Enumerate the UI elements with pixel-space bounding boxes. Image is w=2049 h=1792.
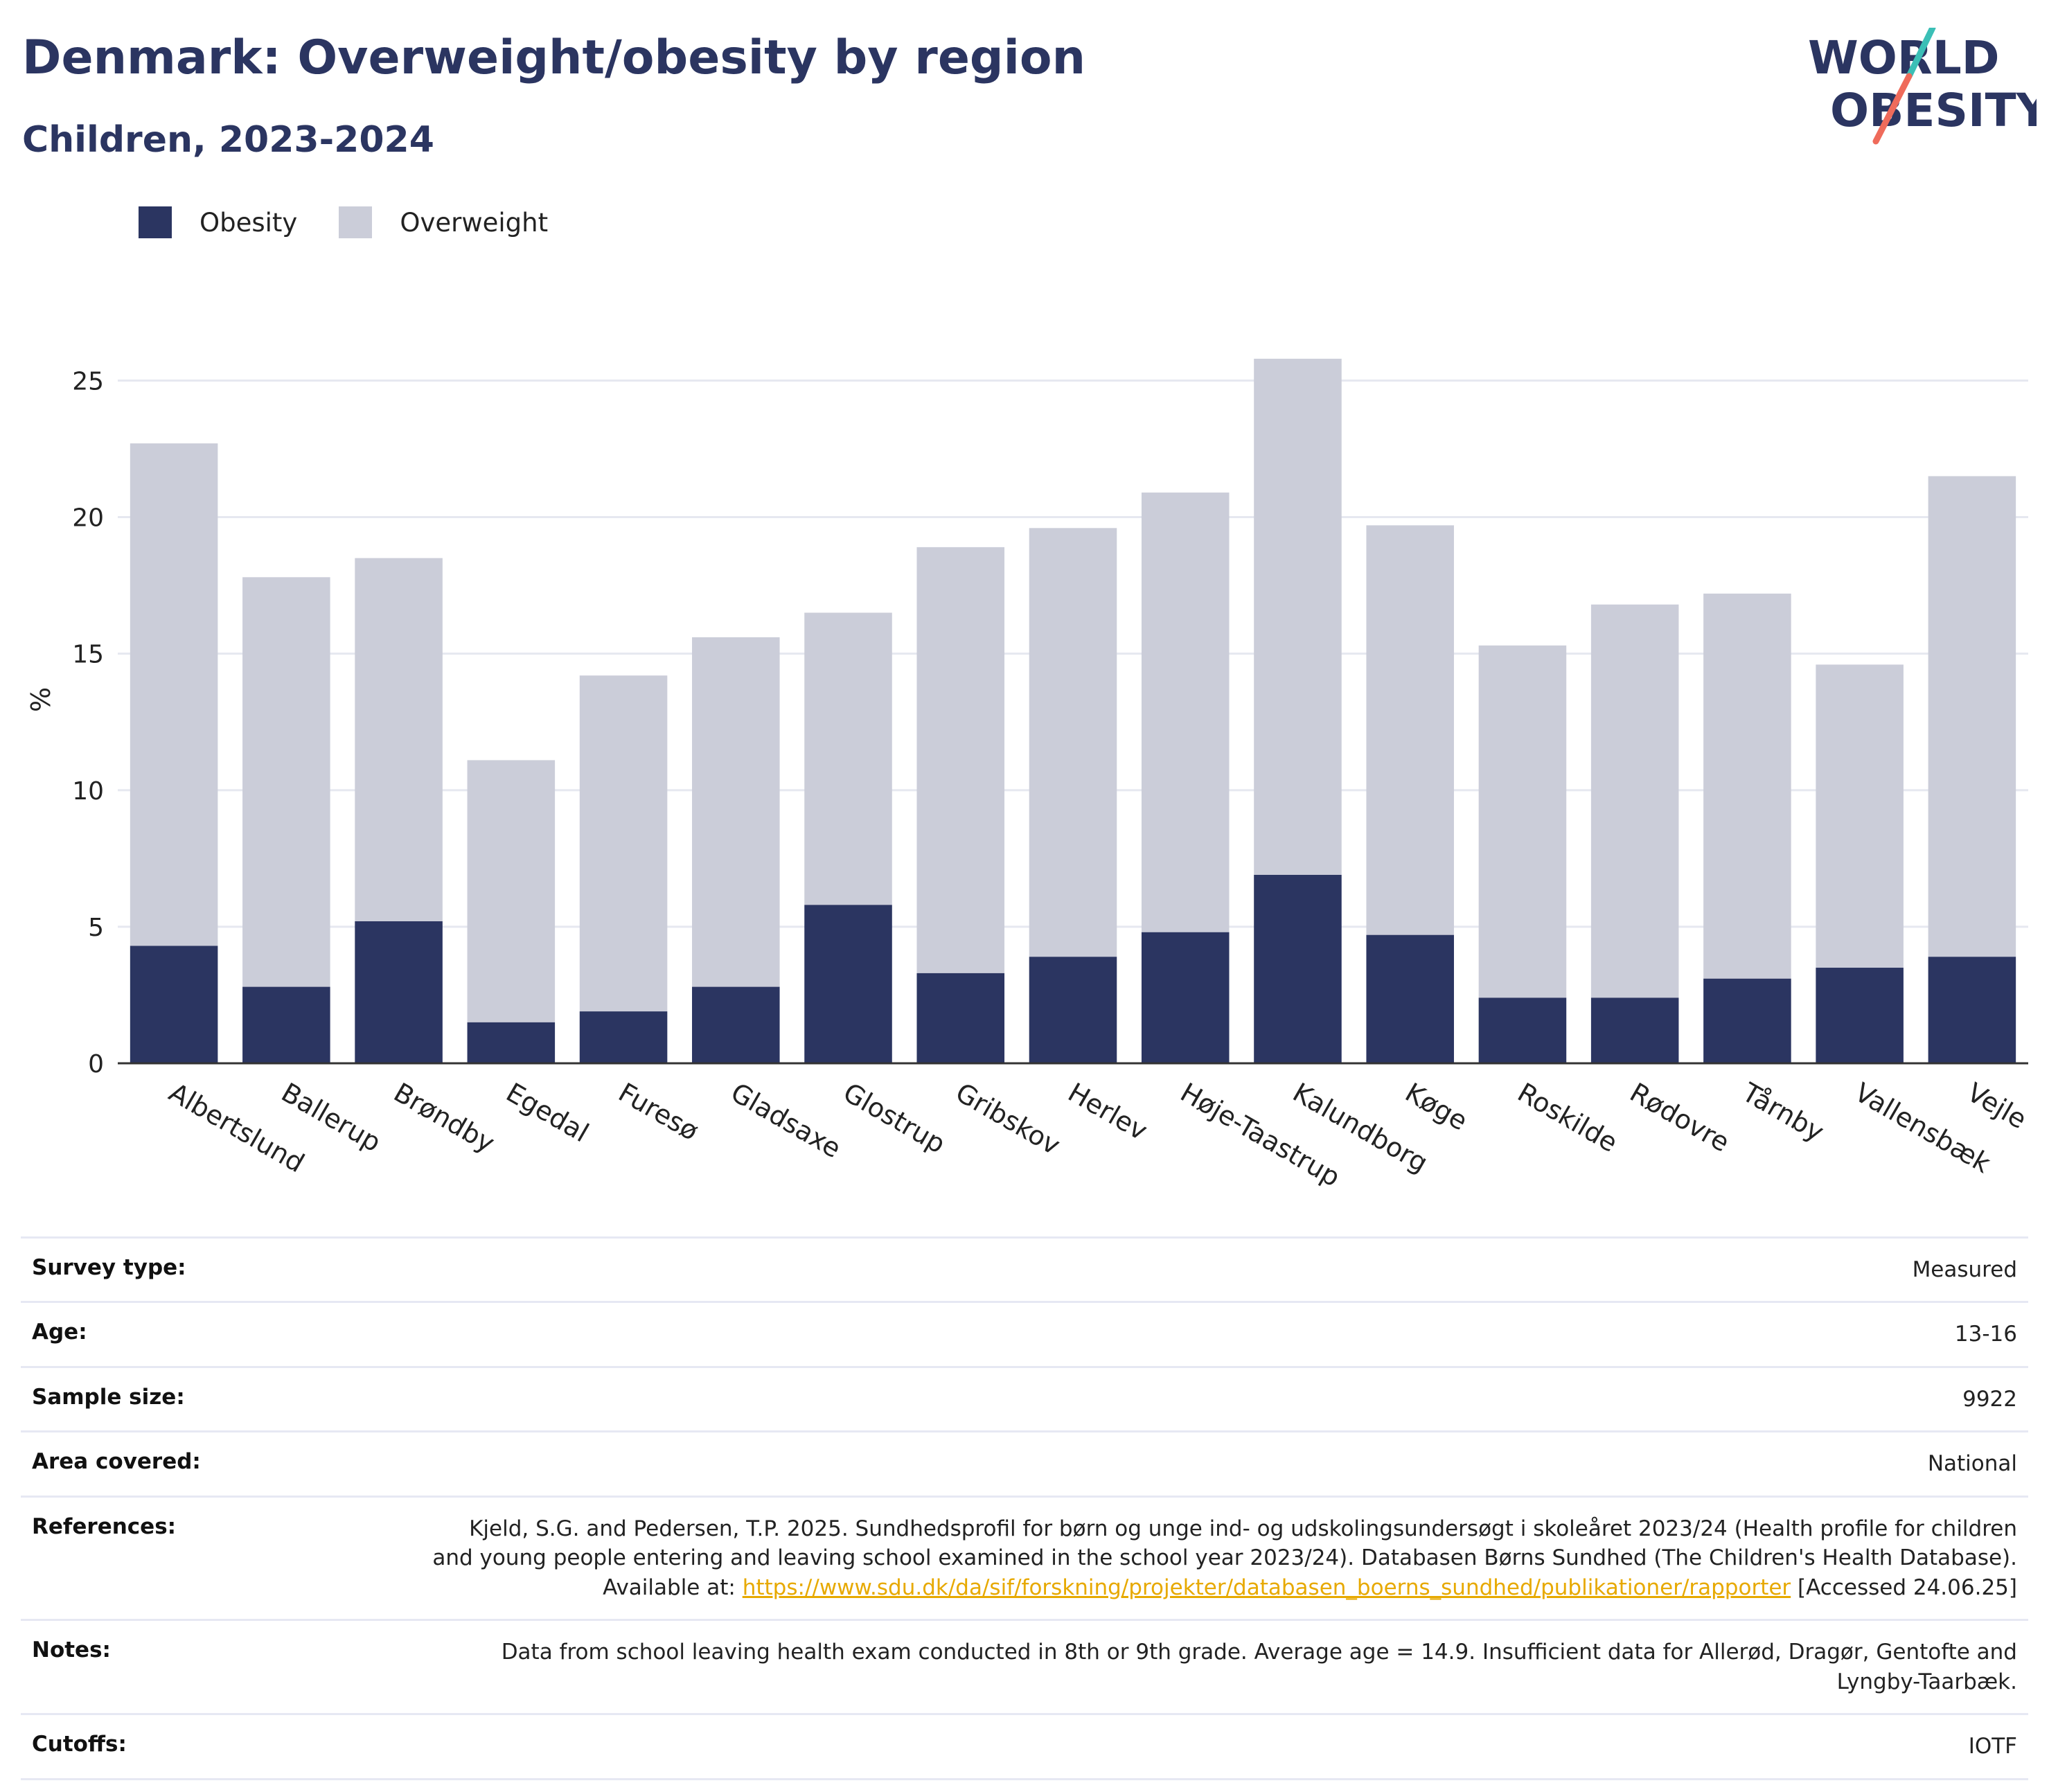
bar-obesity[interactable] xyxy=(1141,932,1230,1063)
y-axis-ticks: 0 5 10 15 20 25 xyxy=(72,367,104,1079)
bar-obesity[interactable] xyxy=(467,1022,556,1063)
bar-overweight[interactable] xyxy=(1703,593,1791,979)
y-tick-label: 0 xyxy=(88,1050,104,1079)
bar-obesity[interactable] xyxy=(130,946,218,1063)
x-tick-label: Roskilde xyxy=(1512,1077,1622,1158)
bar-obesity[interactable] xyxy=(1366,934,1454,1063)
bar-overweight[interactable] xyxy=(1366,525,1454,935)
x-tick-label: Gribskov xyxy=(950,1077,1065,1161)
world-obesity-logo: WORLD OBESITY xyxy=(1808,28,2037,145)
bar-overweight[interactable] xyxy=(355,558,443,921)
bar-obesity[interactable] xyxy=(1478,997,1567,1063)
meta-key: Area covered: xyxy=(32,1449,201,1475)
legend-label-overweight: Overweight xyxy=(400,207,549,238)
logo-line-1: WORLD xyxy=(1808,31,2000,85)
meta-value: IOTF xyxy=(1968,1734,2017,1759)
y-tick-label: 25 xyxy=(72,367,104,396)
reference-text: Kjeld, S.G. and Pedersen, T.P. 2025. Sun… xyxy=(432,1516,2017,1600)
meta-value: Kjeld, S.G. and Pedersen, T.P. 2025. Sun… xyxy=(424,1514,2017,1602)
bar-overweight[interactable] xyxy=(1590,604,1679,998)
bar-obesity[interactable] xyxy=(916,973,1005,1063)
legend-label-obesity: Obesity xyxy=(199,207,298,238)
logo-line-2: OBESITY xyxy=(1830,84,2037,137)
y-tick-label: 10 xyxy=(72,777,104,806)
page-subtitle: Children, 2023-2024 xyxy=(22,119,434,161)
meta-key: Survey type: xyxy=(32,1255,186,1280)
bar-obesity[interactable] xyxy=(804,905,892,1063)
bar-obesity[interactable] xyxy=(242,986,330,1063)
meta-row-notes: Notes: Data from school leaving health e… xyxy=(21,1619,2028,1713)
bar-obesity[interactable] xyxy=(692,986,780,1063)
y-tick-label: 5 xyxy=(88,914,104,942)
bar-overweight[interactable] xyxy=(130,443,218,946)
x-tick-label: Brøndby xyxy=(389,1077,499,1159)
meta-value: 13-16 xyxy=(1954,1322,2017,1347)
meta-row-area-covered: Area covered: National xyxy=(21,1430,2028,1495)
x-tick-label: Egedal xyxy=(501,1077,594,1148)
bar-obesity[interactable] xyxy=(1703,978,1791,1063)
bar-obesity[interactable] xyxy=(1254,874,1342,1063)
bar-overweight[interactable] xyxy=(1928,476,2016,957)
meta-key: Notes: xyxy=(32,1638,111,1663)
meta-row-sample-size: Sample size: 9922 xyxy=(21,1365,2028,1430)
logo-slash-teal xyxy=(1906,28,1936,80)
y-tick-label: 20 xyxy=(72,504,104,533)
meta-row-cutoffs: Cutoffs: IOTF xyxy=(21,1713,2028,1780)
legend-swatch-overweight xyxy=(339,206,373,238)
survey-metadata-table: Survey type: Measured Age: 13-16 Sample … xyxy=(21,1236,2028,1780)
meta-value: Data from school leaving health exam con… xyxy=(501,1640,2017,1694)
reference-link[interactable]: https://www.sdu.dk/da/sif/forskning/proj… xyxy=(742,1574,1791,1600)
meta-row-age: Age: 13-16 xyxy=(21,1301,2028,1365)
legend-swatch-obesity xyxy=(139,206,172,238)
x-tick-label: Køge xyxy=(1400,1077,1473,1137)
meta-row-survey-type: Survey type: Measured xyxy=(21,1236,2028,1301)
bar-obesity[interactable] xyxy=(579,1011,668,1063)
meta-row-references: References: Kjeld, S.G. and Pedersen, T.… xyxy=(21,1495,2028,1619)
bar-overweight[interactable] xyxy=(1254,358,1342,875)
bar-obesity[interactable] xyxy=(355,921,443,1063)
bar-overweight[interactable] xyxy=(1478,645,1567,998)
bar-overweight[interactable] xyxy=(692,637,780,987)
bar-overweight[interactable] xyxy=(1816,664,1904,968)
bar-overweight[interactable] xyxy=(1141,493,1230,932)
meta-value: 9922 xyxy=(1962,1386,2017,1412)
bar-overweight[interactable] xyxy=(804,612,892,905)
page-title: Denmark: Overweight/obesity by region xyxy=(22,30,1086,85)
reference-accessed: [Accessed 24.06.25] xyxy=(1798,1574,2017,1600)
x-tick-label: Rødovre xyxy=(1625,1077,1735,1158)
y-axis-label: % xyxy=(26,687,56,712)
legend-item-overweight[interactable]: Overweight xyxy=(339,206,548,238)
logo-slash-coral xyxy=(1872,73,1913,145)
bar-overweight[interactable] xyxy=(467,760,556,1022)
x-tick-label: Glostrup xyxy=(838,1077,950,1160)
x-tick-label: Gladsaxe xyxy=(726,1077,846,1164)
meta-key: Cutoffs: xyxy=(32,1732,127,1757)
x-tick-label: Herlev xyxy=(1063,1077,1153,1146)
bar-obesity[interactable] xyxy=(1590,997,1679,1063)
bar-obesity[interactable] xyxy=(1029,957,1117,1063)
bar-obesity[interactable] xyxy=(1816,968,1904,1063)
meta-key: Age: xyxy=(32,1320,87,1345)
x-tick-label: Tårnby xyxy=(1737,1076,1829,1147)
bar-overweight[interactable] xyxy=(242,577,330,987)
bar-overweight[interactable] xyxy=(1029,528,1117,957)
legend-item-obesity[interactable]: Obesity xyxy=(139,206,297,238)
x-tick-label: Vejle xyxy=(1962,1077,2032,1135)
meta-key: References: xyxy=(32,1514,177,1539)
bar-overweight[interactable] xyxy=(916,547,1005,973)
meta-value: Measured xyxy=(1912,1257,2017,1282)
y-tick-label: 15 xyxy=(72,641,104,669)
meta-key: Sample size: xyxy=(32,1384,185,1410)
bar-obesity[interactable] xyxy=(1928,957,2016,1063)
bar-overweight[interactable] xyxy=(579,675,668,1012)
x-tick-label: Furesø xyxy=(614,1077,704,1147)
chart-bars xyxy=(130,358,2016,1063)
chart-legend: Obesity Overweight xyxy=(139,206,589,238)
meta-value: National xyxy=(1927,1451,2017,1477)
